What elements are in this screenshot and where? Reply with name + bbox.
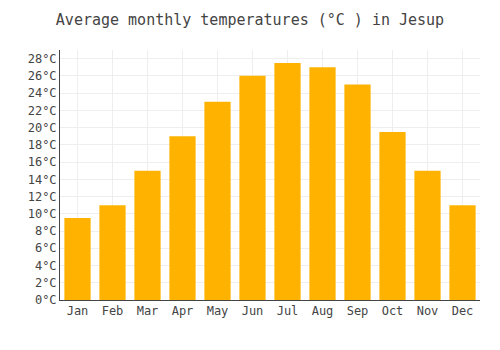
svg-text:Jun: Jun [242,304,264,318]
svg-text:0°C: 0°C [35,293,57,307]
svg-text:4°C: 4°C [35,259,57,273]
svg-text:8°C: 8°C [35,224,57,238]
svg-text:22°C: 22°C [28,104,57,118]
svg-text:Dec: Dec [452,304,474,318]
svg-text:Nov: Nov [417,304,439,318]
svg-text:12°C: 12°C [28,190,57,204]
svg-text:20°C: 20°C [28,121,57,135]
svg-text:Feb: Feb [102,304,124,318]
svg-text:Aug: Aug [312,304,334,318]
svg-text:Apr: Apr [172,304,194,318]
svg-text:26°C: 26°C [28,69,57,83]
svg-text:Average monthly temperatures (: Average monthly temperatures (°C ) in Je… [56,11,444,29]
svg-text:24°C: 24°C [28,86,57,100]
svg-text:16°C: 16°C [28,155,57,169]
svg-text:10°C: 10°C [28,207,57,221]
svg-text:Sep: Sep [347,304,369,318]
svg-text:14°C: 14°C [28,173,57,187]
svg-text:May: May [207,304,229,318]
svg-text:Mar: Mar [137,304,159,318]
svg-text:2°C: 2°C [35,276,57,290]
svg-text:Jul: Jul [277,304,299,318]
svg-text:6°C: 6°C [35,241,57,255]
svg-text:Oct: Oct [382,304,404,318]
svg-text:28°C: 28°C [28,52,57,66]
svg-text:18°C: 18°C [28,138,57,152]
svg-text:Jan: Jan [67,304,89,318]
